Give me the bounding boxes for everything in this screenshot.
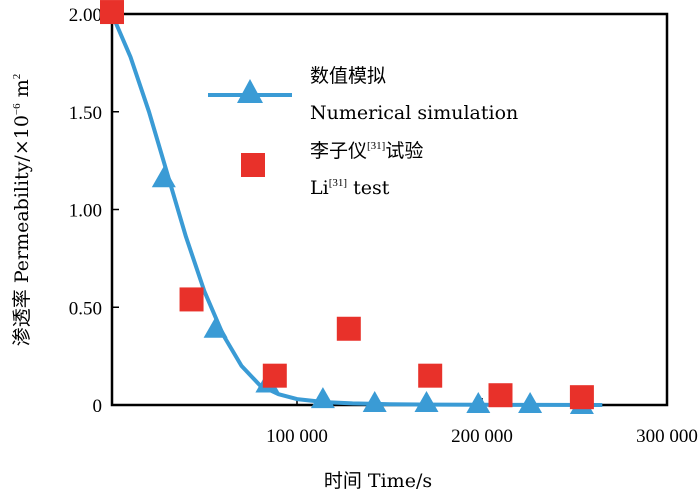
plot-area bbox=[110, 12, 669, 407]
x-axis-title: 时间 Time/s bbox=[324, 470, 432, 492]
x-tick-label: 200 000 bbox=[451, 426, 513, 447]
legend-li-line1-a: 李子仪 bbox=[310, 140, 367, 162]
test-point bbox=[569, 385, 594, 410]
legend-li-line2-sup: [31] bbox=[329, 177, 347, 189]
y-axis-title-unit: m bbox=[11, 79, 33, 103]
simulation-marker bbox=[466, 392, 491, 414]
legend-li-line1-b: 试验 bbox=[385, 140, 423, 162]
y-axis: 0 0.50 1.00 1.50 2.00 bbox=[69, 5, 119, 417]
legend-li-line1: 李子仪[31]试验 bbox=[310, 140, 423, 162]
simulation-marker bbox=[414, 391, 439, 413]
simulation-marker bbox=[203, 316, 228, 338]
simulation-marker bbox=[362, 391, 387, 413]
legend-li-line2-b: test bbox=[347, 177, 390, 199]
simulation-marker bbox=[310, 387, 335, 409]
y-tick-label: 0 bbox=[93, 396, 103, 417]
simulation-marker bbox=[151, 166, 176, 188]
x-tick-label: 300 000 bbox=[636, 426, 698, 447]
test-point bbox=[100, 0, 124, 25]
legend-numerical-line2: Numerical simulation bbox=[310, 102, 518, 124]
y-tick-label: 1.50 bbox=[69, 103, 102, 124]
x-axis: 100 000 200 000 300 000 bbox=[266, 398, 698, 447]
plot-frame bbox=[110, 12, 669, 407]
y-axis-title-exp: −6 bbox=[11, 103, 23, 115]
x-tick-label: 100 000 bbox=[266, 426, 328, 447]
legend-square-swatch bbox=[241, 153, 265, 177]
test-point bbox=[262, 363, 287, 388]
y-tick-label: 1.00 bbox=[69, 201, 102, 222]
y-axis-title-main: 渗透率 Permeability/×10 bbox=[11, 115, 33, 346]
y-tick-label: 0.50 bbox=[69, 298, 102, 319]
legend-triangle-swatch bbox=[237, 79, 263, 103]
legend: 数值模拟 Numerical simulation 李子仪[31]试验 Li[3… bbox=[208, 65, 518, 199]
test-point bbox=[336, 316, 361, 341]
series-layer bbox=[100, 0, 603, 414]
y-axis-title: 渗透率 Permeability/×10−6 m2 bbox=[11, 74, 33, 346]
test-point bbox=[418, 363, 443, 388]
legend-numerical-line1: 数值模拟 bbox=[310, 65, 386, 87]
test-point bbox=[488, 383, 513, 408]
legend-li-line1-sup: [31] bbox=[367, 140, 385, 152]
y-tick-label: 2.00 bbox=[69, 5, 102, 26]
y-axis-title-unit-exp: 2 bbox=[11, 74, 23, 80]
simulation-marker bbox=[518, 392, 543, 414]
legend-li-line2-a: Li bbox=[310, 177, 329, 199]
test-point bbox=[179, 287, 204, 312]
legend-li-line2: Li[31] test bbox=[310, 177, 390, 199]
